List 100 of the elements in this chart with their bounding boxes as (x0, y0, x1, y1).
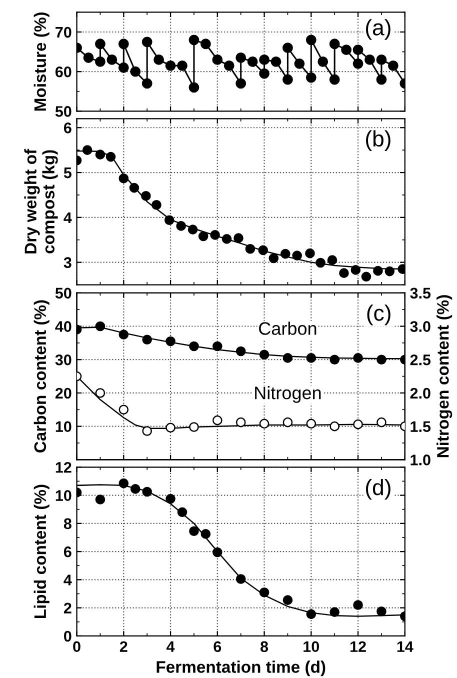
y-tick-label: 6 (64, 122, 72, 134)
y-tick-label: 20 (55, 388, 72, 399)
y-axis-title: Carbon content (%) (34, 300, 50, 452)
y-tick-label: 40 (55, 321, 72, 332)
x-tick-label: 14 (397, 641, 414, 652)
x-tick-label: 0 (73, 641, 80, 652)
point (245, 244, 256, 254)
point (222, 234, 232, 244)
point (176, 221, 186, 231)
point (212, 54, 223, 65)
point (142, 486, 152, 497)
point (164, 215, 174, 226)
point (384, 266, 395, 276)
point (198, 231, 208, 242)
point (142, 426, 152, 436)
y-tick-label: 30 (55, 354, 72, 366)
annotation: (a) (366, 19, 390, 40)
point (95, 38, 106, 50)
series-label: Nitrogen (255, 386, 321, 403)
point (189, 341, 199, 352)
y-tick-label: 70 (56, 26, 72, 38)
point (282, 595, 293, 605)
point (236, 78, 246, 89)
point (95, 321, 106, 332)
point (305, 248, 315, 258)
point (188, 82, 200, 93)
point (364, 54, 375, 65)
point (258, 245, 268, 256)
point (188, 34, 200, 46)
point (236, 346, 246, 356)
point (350, 265, 361, 275)
point (306, 34, 316, 46)
point (95, 494, 106, 504)
point (352, 58, 364, 69)
y-tick-label: 10 (56, 490, 72, 501)
point (189, 526, 199, 536)
point (130, 66, 141, 77)
point (210, 230, 220, 240)
point (95, 150, 106, 160)
y2-tick-label: 3.0 (410, 321, 430, 332)
point (154, 54, 164, 65)
point (318, 56, 328, 67)
point (280, 248, 290, 259)
point (177, 507, 188, 518)
point (353, 600, 363, 610)
point (376, 606, 386, 616)
y-tick-label: 12 (56, 462, 72, 473)
point (376, 54, 387, 65)
point (361, 272, 372, 282)
series-label: Carbon (259, 322, 316, 335)
point (83, 52, 94, 63)
y2-axis-title: Nitrogen content (%) (436, 295, 452, 458)
point (388, 60, 398, 71)
point (212, 547, 222, 558)
point (282, 74, 293, 85)
point (259, 350, 270, 360)
y-tick-label: 5 (64, 168, 72, 178)
point (141, 190, 151, 201)
point (118, 38, 129, 50)
y2-tick-label: 2.5 (410, 354, 431, 366)
point (282, 353, 293, 363)
point (259, 587, 270, 598)
point (200, 529, 211, 539)
point (95, 388, 106, 398)
point (330, 421, 340, 432)
point (270, 56, 282, 67)
y2-tick-label: 1.0 (410, 454, 430, 466)
y-tick-label: 50 (55, 106, 72, 117)
point (341, 44, 352, 56)
point (236, 52, 246, 63)
point (306, 353, 316, 363)
point (306, 418, 316, 429)
point (118, 330, 129, 340)
point (130, 484, 140, 494)
annotation: (d) (366, 478, 390, 500)
y-tick-label: 3 (64, 257, 72, 268)
point (118, 173, 129, 184)
y2-tick-label: 2.0 (410, 388, 430, 399)
point (166, 422, 176, 433)
x-tick-label: 8 (260, 641, 268, 652)
point (142, 36, 152, 48)
point (330, 607, 340, 617)
point (330, 354, 340, 365)
point (142, 334, 152, 345)
point (316, 258, 326, 268)
y-tick-label: 60 (55, 66, 72, 78)
point (353, 353, 363, 363)
point (329, 38, 340, 50)
point (118, 404, 129, 415)
x-tick-label: 4 (166, 641, 175, 652)
y-tick-label: 4 (64, 574, 72, 586)
point (376, 417, 386, 428)
point (259, 68, 270, 79)
y-tick-label: 10 (56, 421, 72, 432)
y-axis-title: Dry weight of compost (kg) (24, 148, 58, 254)
point (234, 233, 244, 243)
point (166, 336, 176, 346)
point (306, 72, 316, 83)
point (152, 200, 162, 210)
y2-tick-label: 3.5 (410, 288, 431, 299)
